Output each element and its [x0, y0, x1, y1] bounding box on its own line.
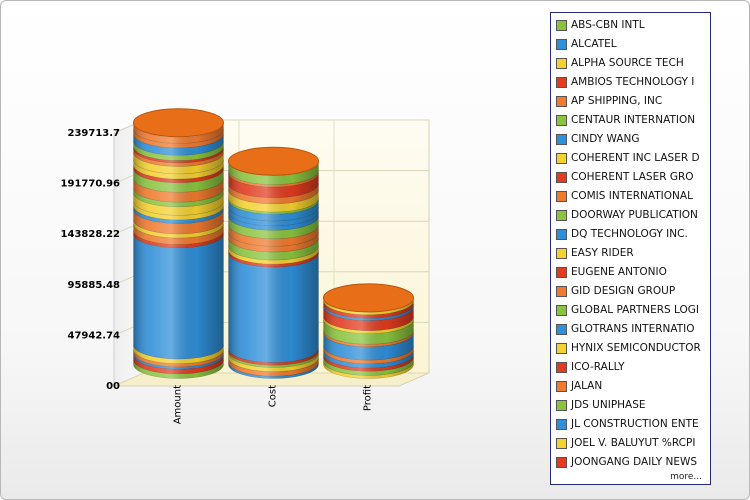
legend-item[interactable]: JOEL V. BALUYUT %RCPI [556, 436, 708, 452]
legend-label: HYNIX SEMICONDUCTOR [571, 342, 701, 354]
legend-swatch [556, 305, 567, 316]
legend-item[interactable]: DQ TECHNOLOGY INC. [556, 227, 708, 243]
legend-item[interactable]: ICO-RALLY [556, 360, 708, 376]
bar-profit[interactable] [323, 283, 414, 379]
legend-swatch [556, 438, 567, 449]
legend-label: DOORWAY PUBLICATION [571, 209, 698, 221]
x-tick-label: Profit [363, 385, 374, 411]
bar-top-cap [228, 146, 319, 176]
legend: more... ABS-CBN INTL ALCATEL ALPHA SOURCE … [550, 12, 711, 485]
legend-swatch [556, 400, 567, 411]
legend-label: GID DESIGN GROUP [571, 285, 676, 297]
legend-item[interactable]: CINDY WANG [556, 132, 708, 148]
bar-top-cap [133, 108, 224, 138]
legend-swatch [556, 324, 567, 335]
legend-swatch [556, 210, 567, 221]
legend-swatch [556, 457, 567, 468]
legend-label: COHERENT INC LASER D [571, 152, 700, 164]
legend-swatch [556, 77, 567, 88]
legend-label: GLOTRANS INTERNATIO [571, 323, 695, 335]
legend-label: ABS-CBN INTL [571, 19, 645, 31]
legend-item[interactable]: COHERENT LASER GRO [556, 170, 708, 186]
legend-item[interactable]: HYNIX SEMICONDUCTOR [556, 341, 708, 357]
legend-label: ICO-RALLY [571, 361, 625, 373]
legend-label: COHERENT LASER GRO [571, 171, 694, 183]
legend-swatch [556, 96, 567, 107]
legend-item[interactable]: ALCATEL [556, 37, 708, 53]
legend-label: COMIS INTERNATIONAL [571, 190, 693, 202]
legend-label: ALCATEL [571, 38, 617, 50]
legend-item[interactable]: JOONGANG DAILY NEWS [556, 455, 708, 471]
legend-label: EUGENE ANTONIO [571, 266, 667, 278]
legend-swatch [556, 58, 567, 69]
legend-item[interactable]: COHERENT INC LASER D [556, 151, 708, 167]
legend-label: AMBIOS TECHNOLOGY I [571, 76, 695, 88]
legend-label: JL CONSTRUCTION ENTE [571, 418, 699, 430]
legend-swatch [556, 39, 567, 50]
legend-swatch [556, 343, 567, 354]
bar-amount[interactable] [133, 108, 224, 379]
y-tick-label: 143828.22 [61, 229, 121, 240]
legend-item[interactable]: JALAN [556, 379, 708, 395]
x-tick-label: Cost [268, 385, 279, 407]
x-tick-label: Amount [173, 385, 184, 424]
legend-item[interactable]: GLOTRANS INTERNATIO [556, 322, 708, 338]
legend-item[interactable]: AP SHIPPING, INC [556, 94, 708, 110]
legend-label: GLOBAL PARTNERS LOGI [571, 304, 699, 316]
legend-swatch [556, 191, 567, 202]
legend-swatch [556, 134, 567, 145]
legend-swatch [556, 172, 567, 183]
bar-top-cap [323, 283, 414, 313]
legend-item[interactable]: GID DESIGN GROUP [556, 284, 708, 300]
y-tick-label: 191770.96 [61, 179, 121, 190]
legend-label: CENTAUR INTERNATION [571, 114, 696, 126]
legend-item[interactable]: JL CONSTRUCTION ENTE [556, 417, 708, 433]
legend-item[interactable]: EUGENE ANTONIO [556, 265, 708, 281]
legend-swatch [556, 267, 567, 278]
legend-swatch [556, 20, 567, 31]
legend-label: JOONGANG DAILY NEWS [571, 456, 698, 468]
bar-shading [133, 122, 224, 379]
legend-more-link[interactable]: more... [670, 472, 702, 482]
y-tick-label: 239713.7 [67, 128, 120, 139]
legend-swatch [556, 153, 567, 164]
y-tick-label: 95885.48 [67, 280, 120, 291]
bar-shading [228, 161, 319, 379]
legend-item[interactable]: EASY RIDER [556, 246, 708, 262]
legend-swatch [556, 248, 567, 259]
legend-label: JOEL V. BALUYUT %RCPI [571, 437, 696, 449]
legend-label: ALPHA SOURCE TECH [571, 57, 684, 69]
legend-label: JALAN [571, 380, 603, 392]
legend-item[interactable]: DOORWAY PUBLICATION [556, 208, 708, 224]
legend-label: CINDY WANG [571, 133, 640, 145]
legend-swatch [556, 381, 567, 392]
legend-swatch [556, 229, 567, 240]
legend-label: JDS UNIPHASE [571, 399, 646, 411]
y-tick-label: 47942.74 [67, 330, 120, 341]
legend-swatch [556, 286, 567, 297]
legend-item[interactable]: JDS UNIPHASE [556, 398, 708, 414]
y-tick-label: 00 [106, 381, 120, 392]
legend-item[interactable]: CENTAUR INTERNATION [556, 113, 708, 129]
legend-item[interactable]: GLOBAL PARTNERS LOGI [556, 303, 708, 319]
legend-label: EASY RIDER [571, 247, 634, 259]
legend-item[interactable]: AMBIOS TECHNOLOGY I [556, 75, 708, 91]
legend-item[interactable]: ALPHA SOURCE TECH [556, 56, 708, 72]
legend-swatch [556, 362, 567, 373]
legend-swatch [556, 419, 567, 430]
legend-item[interactable]: ABS-CBN INTL [556, 18, 708, 34]
bar-shading [323, 297, 414, 379]
bar-cost[interactable] [228, 146, 319, 379]
legend-item[interactable]: COMIS INTERNATIONAL [556, 189, 708, 205]
legend-label: AP SHIPPING, INC [571, 95, 663, 107]
legend-swatch [556, 115, 567, 126]
legend-label: DQ TECHNOLOGY INC. [571, 228, 688, 240]
